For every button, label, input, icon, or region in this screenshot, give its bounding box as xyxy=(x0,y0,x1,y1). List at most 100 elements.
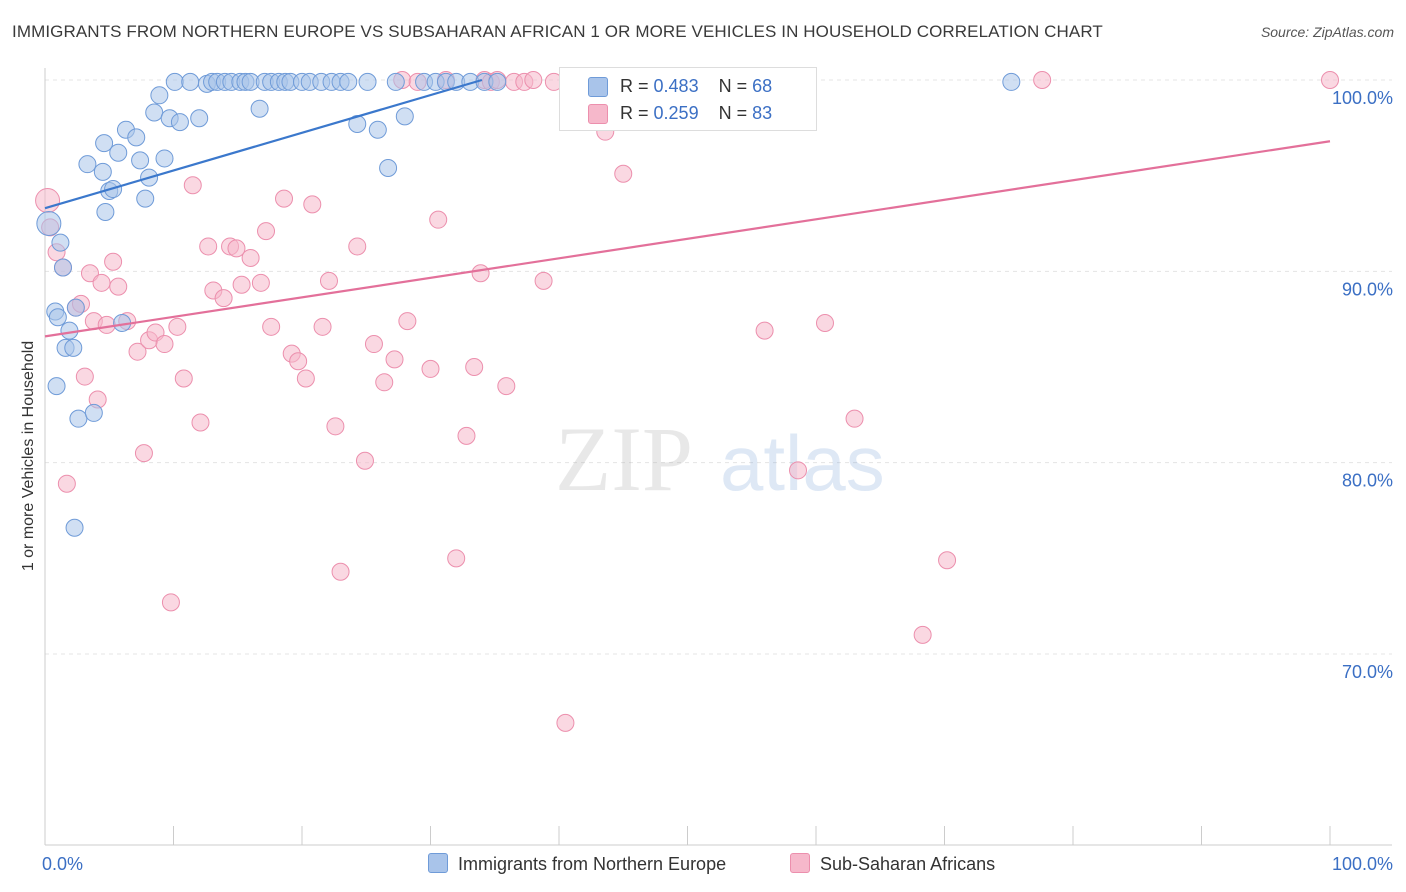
northern-europe-point xyxy=(93,162,112,181)
bottom-legend-swatch-blue xyxy=(428,853,448,873)
sub-saharan-point xyxy=(296,369,315,388)
northern-europe-point xyxy=(358,72,377,91)
sub-saharan-point xyxy=(497,377,516,396)
sub-saharan-point xyxy=(755,321,774,340)
sub-saharan-point xyxy=(913,625,932,644)
correlation-legend: R = 0.483 N = 68 R = 0.259 N = 83 xyxy=(559,67,817,131)
northern-europe-point xyxy=(339,72,358,91)
sub-saharan-point xyxy=(331,562,350,581)
sub-saharan-point xyxy=(232,275,251,294)
sub-saharan-point xyxy=(104,252,123,271)
sub-saharan-point xyxy=(262,317,281,336)
sub-saharan-point xyxy=(191,413,210,432)
sub-saharan-point xyxy=(789,461,808,480)
chart-title: IMMIGRANTS FROM NORTHERN EUROPE VS SUBSA… xyxy=(12,22,1103,41)
y-tick-label: 80.0% xyxy=(1342,471,1393,491)
trend-line-northern-europe xyxy=(44,78,483,210)
sub-saharan-point xyxy=(398,312,417,331)
sub-saharan-point xyxy=(534,271,553,290)
bottom-legend-label: Sub-Saharan Africans xyxy=(820,854,996,874)
sub-saharan-point xyxy=(275,189,294,208)
grid-lines xyxy=(45,79,1392,655)
northern-europe-point xyxy=(47,377,66,396)
bottom-legend-label: Immigrants from Northern Europe xyxy=(458,854,727,874)
legend-r-label: R = xyxy=(620,103,649,123)
sub-saharan-point xyxy=(556,713,575,732)
northern-europe-point xyxy=(136,189,155,208)
northern-europe-point xyxy=(36,211,62,236)
northern-europe-point xyxy=(368,120,387,139)
sub-saharan-point xyxy=(155,335,174,354)
sub-saharan-point xyxy=(227,239,246,258)
sub-saharan-point xyxy=(457,426,476,445)
x-tick-label: 0.0% xyxy=(42,854,83,874)
northern-europe-point xyxy=(181,72,200,91)
northern-europe-point xyxy=(395,107,414,126)
sub-saharan-point xyxy=(214,289,233,308)
northern-europe-point xyxy=(1002,72,1021,91)
legend-n-value: 83 xyxy=(752,103,773,123)
northern-europe-point xyxy=(78,155,97,174)
northern-europe-point xyxy=(150,86,169,105)
northern-europe-point xyxy=(155,149,174,168)
sub-saharan-point xyxy=(168,317,187,336)
sub-saharan-point xyxy=(465,358,484,376)
northern-europe-point xyxy=(96,203,115,222)
sub-saharan-point xyxy=(303,195,322,214)
sub-saharan-point xyxy=(97,315,116,334)
sub-saharan-point xyxy=(174,369,193,388)
northern-europe-point xyxy=(170,113,189,132)
northern-europe-point xyxy=(145,103,164,122)
sub-saharan-point xyxy=(447,549,466,568)
sub-saharan-point xyxy=(375,373,394,392)
legend-n-label: N = xyxy=(718,103,748,123)
sub-saharan-point xyxy=(319,271,338,290)
sub-saharan-point xyxy=(289,352,308,371)
northern-europe-point xyxy=(379,159,398,178)
sub-saharan-point xyxy=(845,409,864,428)
sub-saharan-point xyxy=(35,188,61,214)
sub-saharan-point xyxy=(1321,71,1339,89)
northern-europe-point xyxy=(53,258,72,277)
sub-saharan-point xyxy=(161,593,180,612)
northern-europe-point xyxy=(386,72,405,91)
watermark-zip: ZIP xyxy=(555,408,693,510)
sub-saharan-point xyxy=(313,317,332,336)
sub-saharan-point xyxy=(92,273,111,292)
sub-saharan-point xyxy=(128,342,147,361)
sub-saharan-point xyxy=(815,313,834,332)
northern-europe-point xyxy=(69,409,88,428)
sub-saharan-point xyxy=(429,210,448,229)
northern-europe-point xyxy=(109,143,128,162)
legend-r-label: R = xyxy=(620,76,649,96)
sub-saharan-point xyxy=(80,264,99,283)
trend-line-sub-saharan xyxy=(44,140,1331,338)
source-label: Source: ZipAtlas.com xyxy=(1260,24,1394,40)
sub-saharan-point xyxy=(326,417,345,436)
bottom-legend-item-sub-saharan: Sub-Saharan Africans xyxy=(790,853,995,877)
tick-labels: 100.0% 90.0% 80.0% 70.0% 0.0% 100.0% xyxy=(42,88,1393,874)
northern-europe-point xyxy=(250,99,269,118)
northern-europe-point xyxy=(60,321,79,340)
northern-europe-point xyxy=(48,308,67,327)
watermark: ZIP atlas xyxy=(555,408,885,510)
legend-n-value: 68 xyxy=(752,76,773,96)
sub-saharan-point xyxy=(364,335,383,354)
sub-saharan-point xyxy=(421,359,440,378)
legend-swatch-pink xyxy=(588,104,608,124)
sub-saharan-point xyxy=(348,237,367,256)
sub-saharan-point xyxy=(199,237,218,256)
northern-europe-point xyxy=(95,134,114,153)
y-tick-label: 100.0% xyxy=(1332,88,1393,108)
legend-r-value: 0.259 xyxy=(653,103,699,123)
sub-saharan-point xyxy=(257,222,276,241)
northern-europe-point xyxy=(65,518,84,537)
sub-saharan-point xyxy=(134,444,153,463)
northern-europe-point xyxy=(165,72,184,91)
sub-saharan-point xyxy=(1033,71,1052,89)
northern-europe-point xyxy=(84,403,103,422)
sub-saharan-point xyxy=(57,474,76,493)
legend-r-value: 0.483 xyxy=(653,76,699,96)
bottom-legend-item-northern-europe: Immigrants from Northern Europe xyxy=(428,853,726,877)
